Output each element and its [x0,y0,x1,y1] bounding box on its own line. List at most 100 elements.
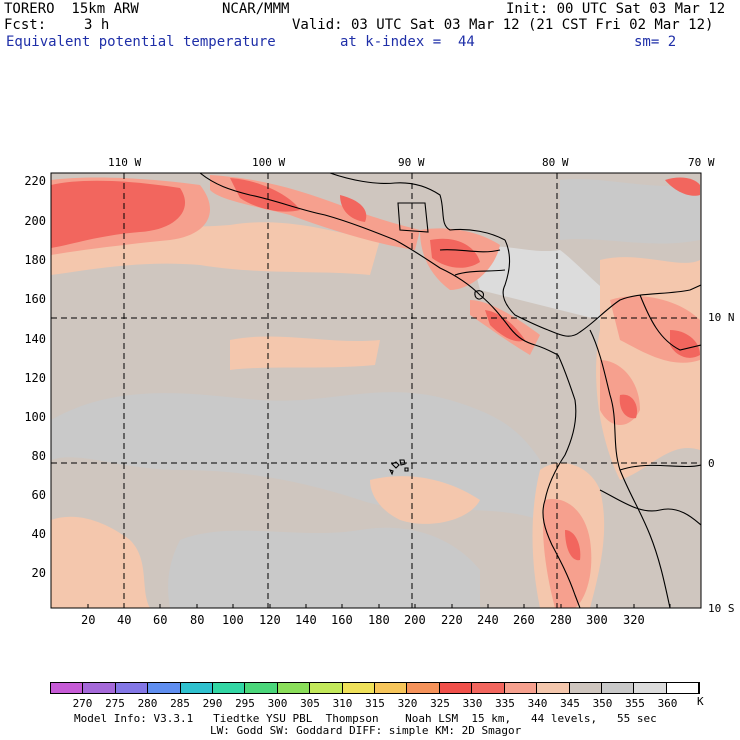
field-hot-core [430,238,480,268]
field-grey-patch [470,246,620,320]
y-tick: 40 [31,527,46,541]
colorbar-label: 360 [657,697,678,710]
colorbar-label: 355 [625,697,645,710]
field-grey-patch [560,178,700,244]
y-tick: 180 [24,253,46,267]
colorbar-swatch [342,683,376,693]
fcst-value: 3 h [84,17,110,33]
init-time: Init: 00 UTC Sat 03 Mar 12 [506,1,726,17]
colorbar [50,682,700,694]
x-tick: 240 [477,613,499,627]
y-tick: 220 [24,174,46,188]
lon-label-100w: 100 W [252,156,286,169]
y-tick: 140 [24,332,46,346]
colorbar-swatch [537,683,570,693]
x-tick: 280 [550,613,572,627]
colorbar-swatch [83,683,116,693]
physics-info: LW: Godd SW: Goddard DIFF: simple KM: 2D… [210,724,522,737]
lake-nicaragua [474,290,484,300]
field-grey-patch [168,527,480,608]
coastline-mexico [199,173,559,356]
x-tick: 100 [222,613,244,627]
field-hot-core [565,530,581,561]
field-salmon-patch [51,516,150,608]
colorbar-swatch [569,683,602,693]
tick-marks [87,604,671,608]
x-tick: 220 [441,613,463,627]
x-tick: 320 [623,613,645,627]
x-tick: 120 [259,613,281,627]
colorbar-label: 310 [332,697,353,710]
colorbar-label: 290 [202,697,223,710]
coastline-colombia [547,284,701,337]
x-tick: 20 [81,613,96,627]
y-tick: 20 [31,566,46,580]
y-tick: 200 [24,214,46,228]
lat-label-0: 0 [708,457,715,470]
colorbar-swatch [310,683,343,693]
colorbar-label: 280 [137,697,158,710]
colorbar-swatch [666,683,700,693]
field-hot-core [619,394,638,419]
y-tick: 80 [31,449,46,463]
fcst-label: Fcst: [4,17,47,33]
field-salmon-patch [370,476,480,524]
colorbar-swatch [245,683,278,693]
coastlines [199,173,701,608]
y-tick: 120 [24,371,46,385]
coastline-south-america-west [542,354,581,608]
border-central-america [397,202,429,233]
map-frame [50,172,702,609]
valid-time: Valid: 03 UTC Sat 03 Mar 12 (21 CST Fri … [292,17,714,33]
colorbar-label: 325 [430,697,450,710]
colorbar-label: 320 [397,697,418,710]
lat-label-10n: 10 N [708,311,735,324]
lon-label-70w: 70 W [688,156,715,169]
colorbar-swatch [375,683,408,693]
border-honduras [439,249,501,253]
colorbar-label: 330 [462,697,483,710]
colorbar-swatch [407,683,440,693]
field-hot-core [340,195,367,222]
colorbar-swatch [601,683,635,693]
lon-label-80w: 80 W [542,156,569,169]
colorbar-label: 295 [235,697,255,710]
x-tick: 160 [331,613,353,627]
colorbar-swatch [634,683,667,693]
smoothing-label: sm= 2 [634,34,677,50]
x-tick: 200 [404,613,426,627]
level-label: at k-index = 44 [340,34,475,50]
x-tick: 300 [586,613,608,627]
colorbar-units: K [697,695,704,708]
colorbar-swatch [180,683,214,693]
field-salmon-patch [230,336,380,370]
colorbar-label: 270 [72,697,93,710]
colorbar-label: 350 [592,697,613,710]
colorbar-label: 275 [105,697,125,710]
colorbar-label: 300 [267,697,288,710]
x-tick: 60 [153,613,168,627]
colorbar-swatch [213,683,246,693]
x-tick: 80 [190,613,205,627]
field-warm-patch [543,499,592,608]
colorbar-swatch [115,683,149,693]
x-tick: 40 [117,613,132,627]
lat-lon-grid [51,173,701,608]
model-title: TORERO 15km ARW [4,1,139,17]
border-venezuela [639,294,701,351]
colorbar-swatch [148,683,181,693]
colorbar-swatch [504,683,538,693]
colorbar-label: 315 [365,697,385,710]
field-name: Equivalent potential temperature [6,34,276,50]
colorbar-swatch [472,683,505,693]
field-hot-core [665,177,700,196]
coastline-caribbean [502,239,549,331]
y-tick: 60 [31,488,46,502]
galapagos-islands [388,459,409,476]
lat-label-10s: 10 S [708,602,735,615]
x-tick: 140 [295,613,317,627]
colorbar-swatch [439,683,473,693]
center-label: NCAR/MMM [222,1,290,17]
model-info: Model Info: V3.3.1 Tiedtke YSU PBL Thomp… [74,712,657,725]
